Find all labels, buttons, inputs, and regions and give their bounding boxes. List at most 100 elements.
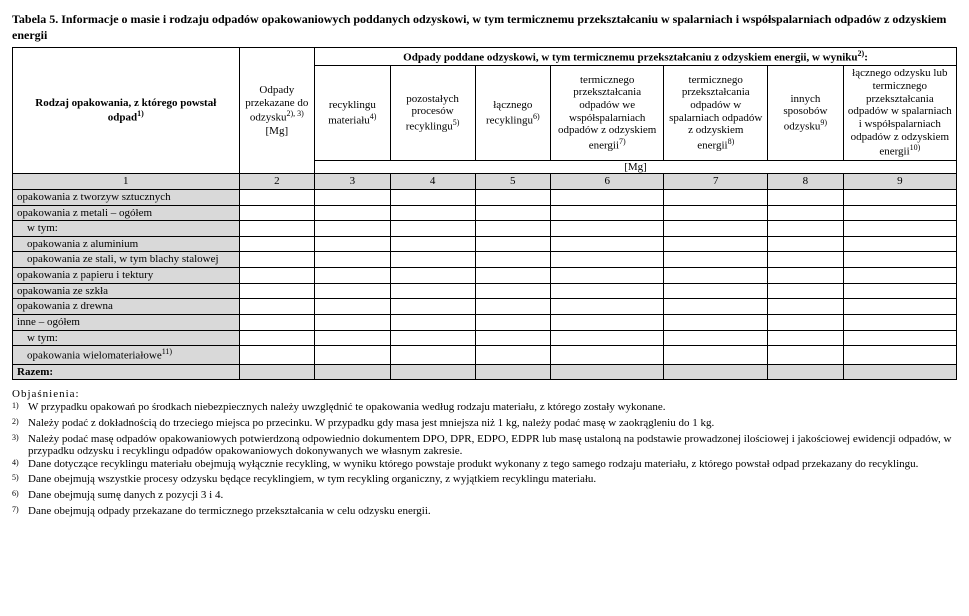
data-cell [551,299,664,315]
data-cell [239,252,315,268]
table-row: opakowania wielomateriałowe11) [13,346,957,364]
data-cell [239,205,315,221]
row-label: w tym: [13,330,240,346]
header-c4: pozostałych procesów recyklingu5) [390,66,475,160]
data-cell [768,252,844,268]
data-cell [475,283,551,299]
data-cell [390,205,475,221]
data-cell [843,330,956,346]
row-label: inne – ogółem [13,315,240,331]
column-number: 8 [768,174,844,190]
row-label: opakowania z tworzyw sztucznych [13,189,240,205]
data-cell [551,236,664,252]
data-cell [475,236,551,252]
data-cell [475,268,551,284]
table-row: inne – ogółem [13,315,957,331]
data-cell [843,221,956,237]
column-number: 2 [239,174,315,190]
data-cell [315,236,391,252]
row-label: opakowania ze stali, w tym blachy stalow… [13,252,240,268]
header-c6: termicznego przekształcania odpadów we w… [551,66,664,160]
data-cell [390,299,475,315]
data-cell [239,221,315,237]
data-cell [475,330,551,346]
data-cell [475,346,551,364]
data-cell [768,346,844,364]
data-cell [239,346,315,364]
data-cell [315,268,391,284]
total-cell [843,364,956,380]
data-cell [390,221,475,237]
data-cell [843,189,956,205]
note-item: 3)Należy podać masę odpadów opakowaniowy… [12,433,957,457]
table-row: opakowania ze szkła [13,283,957,299]
data-cell [664,252,768,268]
row-label: opakowania ze szkła [13,283,240,299]
data-table: Rodzaj opakowania, z którego powstał odp… [12,47,957,380]
data-cell [551,268,664,284]
data-cell [768,205,844,221]
data-cell [239,330,315,346]
row-label: opakowania z drewna [13,299,240,315]
table-row: opakowania z metali – ogółem [13,205,957,221]
data-cell [843,268,956,284]
data-cell [843,236,956,252]
data-cell [239,299,315,315]
data-cell [390,236,475,252]
note-item: 5)Dane obejmują wszystkie procesy odzysk… [12,473,957,488]
table-row: w tym: [13,330,957,346]
data-cell [768,283,844,299]
total-cell [315,364,391,380]
table-row: opakowania z tworzyw sztucznych [13,189,957,205]
data-cell [315,221,391,237]
data-cell [551,346,664,364]
data-cell [768,299,844,315]
header-unit-row: [Mg] [315,160,957,174]
note-item: 4)Dane dotyczące recyklingu materiału ob… [12,458,957,473]
total-label: Razem: [13,364,240,380]
data-cell [390,189,475,205]
row-label: opakowania z aluminium [13,236,240,252]
data-cell [315,205,391,221]
note-item: 6)Dane obejmują sumę danych z pozycji 3 … [12,489,957,504]
data-cell [664,283,768,299]
data-cell [551,283,664,299]
data-cell [315,330,391,346]
data-cell [768,189,844,205]
data-cell [239,236,315,252]
data-cell [390,330,475,346]
data-cell [843,315,956,331]
table-row: opakowania z papieru i tektury [13,268,957,284]
data-cell [315,299,391,315]
column-number: 4 [390,174,475,190]
data-cell [390,283,475,299]
data-cell [768,315,844,331]
notes-title: Objaśnienia: [12,388,957,400]
data-cell [551,205,664,221]
data-cell [475,315,551,331]
data-cell [239,268,315,284]
total-cell [475,364,551,380]
header-c8: innych sposobów odzysku9) [768,66,844,160]
data-cell [315,346,391,364]
data-cell [239,315,315,331]
data-cell [315,252,391,268]
data-cell [551,252,664,268]
data-cell [315,315,391,331]
data-cell [239,283,315,299]
data-cell [475,189,551,205]
table-row: w tym: [13,221,957,237]
column-number: 6 [551,174,664,190]
data-cell [664,236,768,252]
data-cell [843,252,956,268]
data-cell [551,315,664,331]
data-cell [475,299,551,315]
data-cell [315,189,391,205]
data-cell [239,189,315,205]
column-number: 7 [664,174,768,190]
data-cell [843,283,956,299]
data-cell [475,205,551,221]
header-col1: Rodzaj opakowania, z którego powstał odp… [13,48,240,174]
data-cell [664,268,768,284]
data-cell [768,330,844,346]
